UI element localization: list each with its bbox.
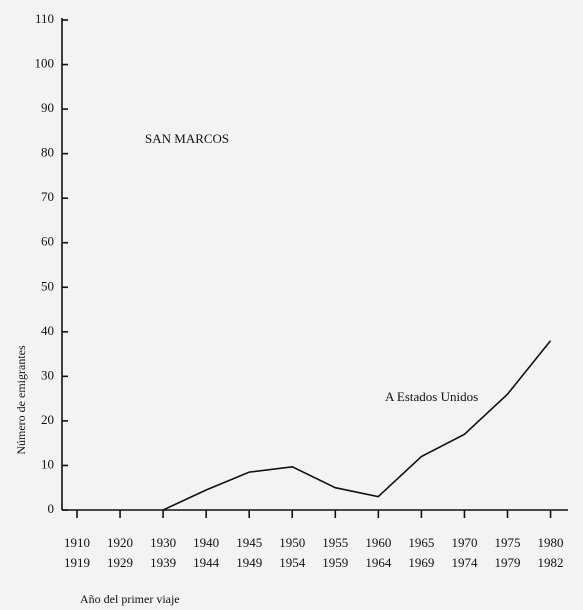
- x-tick-label: 1955: [322, 535, 348, 550]
- y-tick-label: 100: [35, 56, 55, 71]
- x-tick-label: 1975: [495, 535, 521, 550]
- x-tick-label: 1945: [236, 535, 262, 550]
- x-tick-label: 1954: [279, 555, 306, 570]
- x-tick-label: 1920: [107, 535, 133, 550]
- x-tick-label: 1940: [193, 535, 219, 550]
- x-tick-label: 1959: [322, 555, 348, 570]
- x-tick-label: 1965: [408, 535, 434, 550]
- x-tick-label: 1982: [538, 555, 564, 570]
- x-tick-label: 1939: [150, 555, 176, 570]
- y-axis-label: Número de emigrantes: [14, 345, 28, 455]
- y-tick-label: 110: [35, 11, 54, 26]
- x-tick-label: 1950: [279, 535, 305, 550]
- x-tick-label: 1960: [365, 535, 391, 550]
- y-tick-label: 40: [41, 323, 54, 338]
- x-tick-label: 1919: [64, 555, 90, 570]
- y-tick-label: 50: [41, 278, 54, 293]
- x-tick-label: 1930: [150, 535, 176, 550]
- x-tick-label: 1944: [193, 555, 220, 570]
- y-tick-label: 20: [41, 412, 54, 427]
- y-tick-label: 60: [41, 234, 54, 249]
- x-tick-label: 1910: [64, 535, 90, 550]
- y-tick-label: 30: [41, 367, 54, 382]
- line: [162, 340, 552, 511]
- y-tick-label: 80: [41, 145, 54, 160]
- y-tick-label: 0: [48, 501, 55, 516]
- x-tick-label: 1929: [107, 555, 133, 570]
- x-tick-label: 1964: [365, 555, 392, 570]
- y-tick-label: 90: [41, 100, 54, 115]
- x-tick-label: 1970: [451, 535, 477, 550]
- annotation: A Estados Unidos: [385, 389, 478, 404]
- y-tick-label: 70: [41, 189, 54, 204]
- y-tick-label: 10: [41, 456, 54, 471]
- x-tick-label: 1974: [451, 555, 478, 570]
- x-tick-label: 1949: [236, 555, 262, 570]
- x-tick-label: 1969: [408, 555, 434, 570]
- x-axis-label: Año del primer viaje: [80, 592, 180, 606]
- x-tick-label: 1980: [538, 535, 564, 550]
- x-tick-label: 1979: [495, 555, 521, 570]
- annotation: SAN MARCOS: [145, 131, 229, 146]
